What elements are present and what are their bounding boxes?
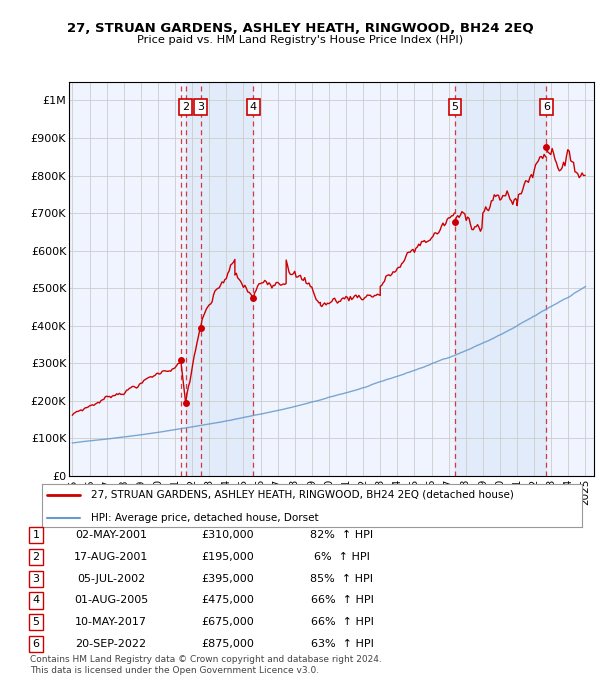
Text: 66%  ↑ HPI: 66% ↑ HPI	[311, 596, 373, 605]
Text: 66%  ↑ HPI: 66% ↑ HPI	[311, 617, 373, 627]
Text: Price paid vs. HM Land Registry's House Price Index (HPI): Price paid vs. HM Land Registry's House …	[137, 35, 463, 46]
Text: 4: 4	[32, 596, 40, 605]
Text: 27, STRUAN GARDENS, ASHLEY HEATH, RINGWOOD, BH24 2EQ: 27, STRUAN GARDENS, ASHLEY HEATH, RINGWO…	[67, 22, 533, 35]
Bar	[455, 82, 547, 476]
Text: £475,000: £475,000	[202, 596, 254, 605]
Text: Contains HM Land Registry data © Crown copyright and database right 2024.
This d: Contains HM Land Registry data © Crown c…	[30, 655, 382, 675]
Text: 3: 3	[32, 574, 40, 583]
Text: 82%  ↑ HPI: 82% ↑ HPI	[310, 530, 374, 540]
Text: £310,000: £310,000	[202, 530, 254, 540]
Text: £675,000: £675,000	[202, 617, 254, 627]
Text: 3: 3	[197, 102, 204, 112]
Text: 17-AUG-2001: 17-AUG-2001	[74, 552, 148, 562]
Text: £875,000: £875,000	[202, 639, 254, 649]
Text: 5: 5	[451, 102, 458, 112]
Text: 10-MAY-2017: 10-MAY-2017	[75, 617, 147, 627]
Text: 27, STRUAN GARDENS, ASHLEY HEATH, RINGWOOD, BH24 2EQ (detached house): 27, STRUAN GARDENS, ASHLEY HEATH, RINGWO…	[91, 490, 514, 500]
Text: 6: 6	[32, 639, 40, 649]
Text: 5: 5	[32, 617, 40, 627]
Text: 02-MAY-2001: 02-MAY-2001	[75, 530, 147, 540]
Bar	[185, 82, 253, 476]
Text: £395,000: £395,000	[202, 574, 254, 583]
Text: 63%  ↑ HPI: 63% ↑ HPI	[311, 639, 373, 649]
Text: 2: 2	[182, 102, 189, 112]
Text: 20-SEP-2022: 20-SEP-2022	[76, 639, 146, 649]
Text: HPI: Average price, detached house, Dorset: HPI: Average price, detached house, Dors…	[91, 513, 318, 522]
Text: 6%  ↑ HPI: 6% ↑ HPI	[314, 552, 370, 562]
Text: 6: 6	[543, 102, 550, 112]
Text: 4: 4	[250, 102, 257, 112]
Text: 05-JUL-2002: 05-JUL-2002	[77, 574, 145, 583]
Text: 85%  ↑ HPI: 85% ↑ HPI	[311, 574, 373, 583]
Text: 2: 2	[32, 552, 40, 562]
Text: £195,000: £195,000	[202, 552, 254, 562]
Text: 1: 1	[32, 530, 40, 540]
Text: 01-AUG-2005: 01-AUG-2005	[74, 596, 148, 605]
